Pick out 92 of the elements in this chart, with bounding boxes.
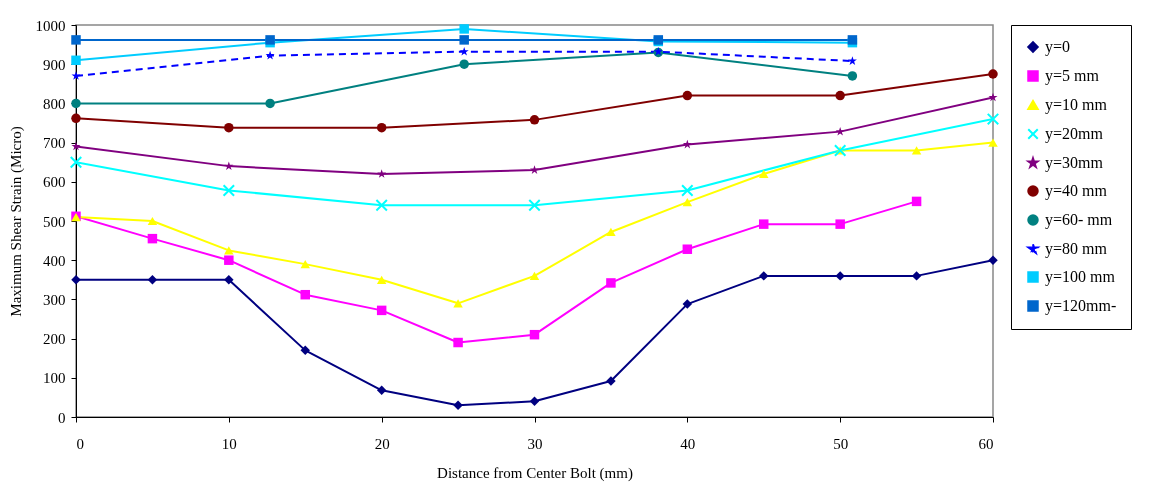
point — [682, 90, 693, 101]
point — [911, 196, 922, 207]
point — [988, 69, 998, 79]
point — [147, 233, 158, 244]
point — [606, 227, 616, 237]
legend-label: y=5 mm — [1045, 67, 1100, 85]
point — [300, 260, 310, 269]
x-tick-label: 10 — [221, 435, 237, 452]
point — [376, 275, 387, 284]
point — [847, 71, 858, 81]
y-tick-label: 400 — [43, 252, 66, 269]
point — [71, 98, 81, 109]
y-tick-label: 200 — [43, 331, 66, 348]
point — [224, 161, 234, 170]
y-tick-label: 800 — [43, 95, 66, 112]
point — [453, 400, 463, 410]
legend-label: y=30mm — [1045, 154, 1104, 172]
point — [988, 138, 998, 147]
legend-label: y=40 mm — [1045, 182, 1108, 200]
point — [835, 126, 845, 136]
point — [300, 345, 310, 356]
point — [71, 55, 81, 66]
point — [375, 199, 388, 212]
point — [606, 278, 616, 288]
x-axis-title: Distance from Center Bolt (mm) — [437, 464, 633, 482]
y-tick-label: 1000 — [35, 17, 66, 34]
point — [835, 219, 845, 229]
y-axis-title: Maximum Shear Strain (Micro) — [7, 126, 25, 317]
y-tick-label: 100 — [43, 370, 66, 387]
x-tick-label: 40 — [680, 435, 696, 452]
point — [376, 122, 387, 133]
point — [71, 141, 81, 151]
point — [759, 219, 769, 229]
point — [265, 50, 275, 60]
point — [459, 46, 469, 56]
point — [988, 92, 998, 102]
point — [459, 24, 469, 34]
x-tick-label: 0 — [76, 435, 84, 452]
point — [377, 169, 387, 178]
point — [147, 216, 158, 226]
x-tick-label: 20 — [374, 435, 390, 452]
point — [682, 139, 692, 149]
point — [69, 155, 83, 169]
point — [529, 271, 540, 280]
y-tick-label: 300 — [43, 291, 66, 308]
point — [986, 112, 1000, 126]
x-tick-label: 60 — [978, 435, 994, 452]
point — [911, 146, 922, 155]
point — [224, 275, 234, 285]
point — [71, 35, 81, 45]
point — [682, 299, 693, 309]
point — [453, 337, 463, 348]
point — [835, 271, 845, 281]
legend-label: y=100 mm — [1045, 268, 1116, 286]
point — [453, 299, 463, 308]
y-tick-label: 500 — [43, 213, 66, 230]
legend-label: y=60- mm — [1045, 211, 1113, 229]
point — [224, 255, 234, 265]
point — [529, 396, 540, 407]
point — [147, 275, 158, 285]
point — [682, 244, 693, 254]
point — [222, 184, 236, 197]
point — [681, 184, 694, 197]
point — [224, 122, 234, 133]
point — [682, 198, 693, 207]
legend-label: y=20mm — [1045, 125, 1104, 143]
point — [759, 271, 769, 281]
point — [459, 59, 469, 69]
point — [759, 169, 769, 179]
y-tick-label: 0 — [58, 409, 66, 426]
y-tick-label: 600 — [43, 174, 66, 191]
point — [459, 35, 469, 45]
point — [71, 71, 81, 80]
legend-label: y=0 — [1045, 38, 1071, 56]
point — [300, 289, 310, 300]
point — [376, 385, 387, 396]
point — [835, 90, 845, 101]
point — [224, 246, 234, 255]
point — [529, 329, 540, 340]
point — [376, 305, 387, 316]
legend-label: y=10 mm — [1045, 96, 1108, 114]
x-tick-label: 50 — [833, 435, 849, 452]
x-tick-label: 30 — [527, 435, 543, 452]
legend-label: y=120mm- — [1045, 297, 1117, 315]
point — [71, 113, 81, 124]
point — [265, 98, 275, 109]
y-tick-label: 700 — [43, 135, 66, 152]
legend-label: y=80 mm — [1045, 240, 1108, 258]
y-tick-label: 900 — [43, 56, 66, 73]
point — [529, 115, 540, 125]
point — [529, 165, 540, 174]
point — [528, 199, 541, 212]
